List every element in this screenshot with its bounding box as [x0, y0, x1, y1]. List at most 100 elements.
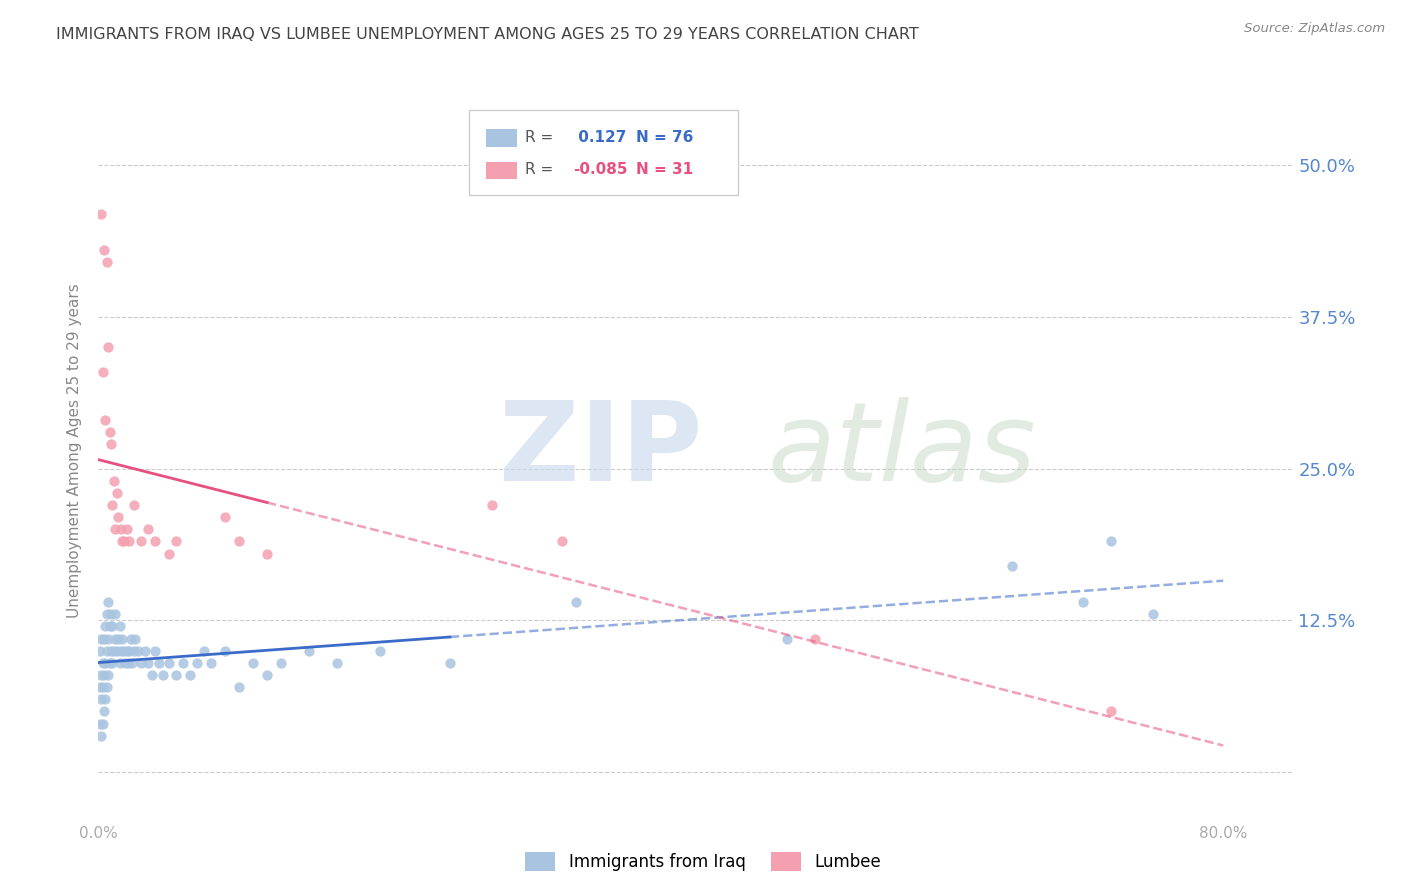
Point: [98, 425, 121, 440]
Point: [97, 668, 120, 682]
Point: [228, 534, 250, 549]
Point: [157, 656, 180, 670]
Point: [97, 340, 120, 354]
Point: [91, 365, 114, 379]
Text: atlas: atlas: [768, 397, 1036, 504]
Point: [129, 534, 152, 549]
Point: [104, 632, 127, 646]
Point: [107, 510, 129, 524]
Point: [1099, 705, 1122, 719]
Point: [122, 644, 145, 658]
Point: [111, 534, 134, 549]
Point: [127, 644, 149, 658]
Point: [326, 656, 349, 670]
Point: [148, 656, 170, 670]
Point: [165, 668, 187, 682]
Point: [120, 632, 142, 646]
Point: [298, 644, 321, 658]
Point: [122, 498, 145, 512]
Point: [1099, 534, 1122, 549]
Legend: Immigrants from Iraq, Lumbee: Immigrants from Iraq, Lumbee: [517, 843, 889, 880]
Point: [136, 522, 159, 536]
Point: [96, 255, 118, 269]
Point: [93, 243, 115, 257]
Point: [91, 656, 114, 670]
Text: ZIP: ZIP: [499, 397, 702, 504]
Point: [90, 692, 112, 706]
Point: [94, 619, 117, 633]
Point: [143, 644, 166, 658]
Point: [93, 632, 115, 646]
Point: [481, 498, 503, 512]
Point: [114, 656, 136, 670]
Point: [115, 522, 138, 536]
Point: [143, 534, 166, 549]
Point: [214, 510, 236, 524]
Point: [565, 595, 588, 609]
Point: [101, 498, 124, 512]
Point: [96, 607, 118, 622]
FancyBboxPatch shape: [485, 161, 517, 179]
Point: [111, 632, 134, 646]
Point: [105, 644, 128, 658]
Point: [1001, 558, 1024, 573]
Point: [270, 656, 292, 670]
Point: [96, 644, 118, 658]
Text: R =: R =: [524, 130, 554, 145]
Point: [90, 632, 112, 646]
FancyBboxPatch shape: [485, 129, 517, 147]
Point: [157, 547, 180, 561]
Point: [104, 522, 127, 536]
Point: [368, 644, 391, 658]
Point: [100, 607, 122, 622]
FancyBboxPatch shape: [470, 110, 738, 195]
Point: [242, 656, 264, 670]
Point: [98, 619, 121, 633]
Point: [112, 534, 135, 549]
Point: [129, 656, 152, 670]
Point: [107, 632, 129, 646]
Point: [103, 644, 125, 658]
Point: [256, 668, 278, 682]
Point: [90, 207, 112, 221]
Point: [89, 644, 111, 658]
Point: [115, 644, 138, 658]
Point: [103, 474, 125, 488]
Point: [101, 619, 124, 633]
Point: [108, 619, 131, 633]
Point: [89, 680, 111, 694]
Point: [134, 644, 156, 658]
Point: [93, 705, 115, 719]
Point: [93, 668, 115, 682]
Text: 0.127: 0.127: [572, 130, 626, 145]
Point: [165, 534, 187, 549]
Point: [152, 668, 174, 682]
Point: [89, 716, 111, 731]
Point: [179, 668, 201, 682]
Point: [118, 534, 141, 549]
Point: [1071, 595, 1094, 609]
Point: [214, 644, 236, 658]
Point: [110, 522, 132, 536]
Point: [104, 607, 127, 622]
Point: [97, 595, 120, 609]
Point: [136, 656, 159, 670]
Point: [100, 437, 122, 451]
Point: [121, 656, 143, 670]
Point: [91, 716, 114, 731]
Text: -0.085: -0.085: [572, 162, 627, 178]
Point: [101, 656, 124, 670]
Y-axis label: Unemployment Among Ages 25 to 29 years: Unemployment Among Ages 25 to 29 years: [67, 283, 83, 618]
Point: [776, 632, 799, 646]
Point: [94, 692, 117, 706]
Text: R =: R =: [524, 162, 554, 178]
Point: [97, 632, 120, 646]
Point: [90, 729, 112, 743]
Text: Source: ZipAtlas.com: Source: ZipAtlas.com: [1244, 22, 1385, 36]
Point: [94, 656, 117, 670]
Point: [98, 656, 121, 670]
Point: [117, 656, 139, 670]
Text: N = 76: N = 76: [637, 130, 693, 145]
Text: IMMIGRANTS FROM IRAQ VS LUMBEE UNEMPLOYMENT AMONG AGES 25 TO 29 YEARS CORRELATIO: IMMIGRANTS FROM IRAQ VS LUMBEE UNEMPLOYM…: [56, 27, 920, 42]
Point: [193, 644, 215, 658]
